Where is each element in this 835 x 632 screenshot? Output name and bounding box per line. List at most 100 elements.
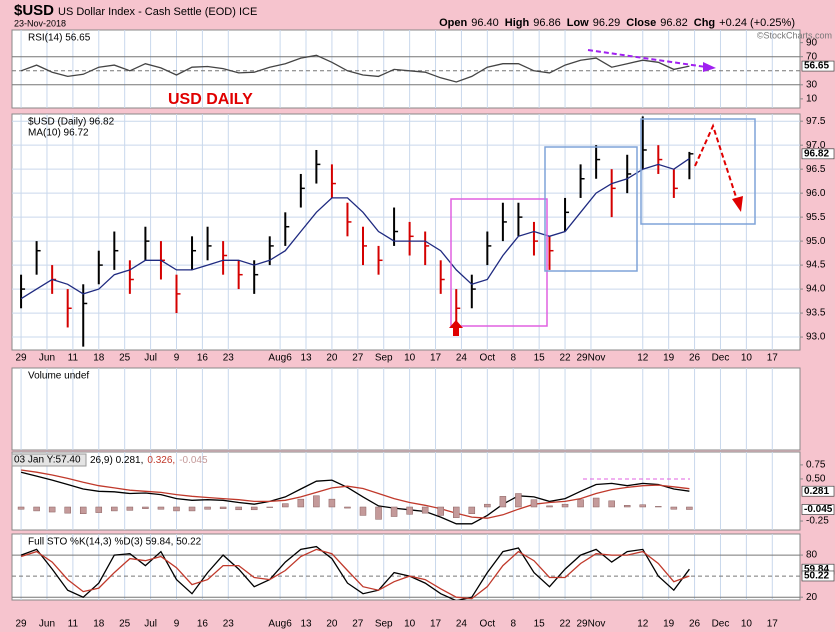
histogram-bar [515, 493, 522, 508]
histogram-bar [561, 503, 569, 508]
y-tick-label: 94.5 [806, 260, 826, 271]
histogram-bar [670, 506, 678, 510]
x-tick-label: 19 [663, 619, 675, 630]
x-tick-label: 18 [93, 353, 105, 364]
last-value-label: 0.281 [804, 486, 829, 497]
quote-label: Close [626, 17, 656, 29]
histogram-bar [79, 506, 87, 514]
x-tick-label: 23 [223, 619, 235, 630]
last-value-box [801, 485, 835, 497]
histogram-bar [313, 495, 320, 508]
x-tick-label: 8 [510, 353, 516, 364]
legend-entry: RSI(14) 56.65 [28, 33, 91, 44]
x-tick-label: Dec [712, 353, 730, 364]
x-tick-label: Aug6 [268, 353, 292, 364]
x-tick-label: 29Nov [577, 619, 606, 630]
x-tick-label: 11 [68, 619, 79, 630]
histogram-bar [142, 506, 149, 509]
histogram-bar [95, 506, 103, 513]
x-tick-label: 10 [741, 619, 753, 630]
histogram-bar [546, 505, 553, 508]
y-tick-label: 95.0 [806, 236, 826, 247]
last-value-box [801, 148, 835, 160]
histogram-bar [421, 506, 429, 514]
x-tick-label: 17 [430, 353, 442, 364]
quote-label: Chg [694, 17, 715, 29]
quote-value: 96.40 [471, 17, 499, 29]
symbol-name: US Dollar Index - Cash Settle (EOD) ICE [58, 6, 257, 18]
y-tick-label: 96.0 [806, 188, 826, 199]
x-tick-label: 19 [663, 353, 675, 364]
legend-entry: Volume undef [28, 371, 89, 382]
histogram-bar [530, 499, 538, 508]
histogram-bar [406, 506, 413, 515]
up-arrow [449, 320, 463, 336]
histogram-bar [592, 497, 600, 508]
series-group [20, 116, 694, 347]
last-value-label: 96.82 [804, 148, 829, 159]
histogram-bar [344, 506, 351, 509]
highlight-box [640, 118, 756, 225]
histogram-bar [499, 496, 507, 508]
histogram-bar [608, 500, 615, 508]
histogram-bar [173, 506, 180, 512]
x-tick-label: 26 [689, 619, 701, 630]
series-group [20, 545, 690, 600]
x-tick-label: Jun [39, 353, 55, 364]
last-value-box [801, 60, 835, 72]
x-tick-label: 17 [430, 619, 442, 630]
quote-label: Open [439, 17, 467, 29]
panels: 90 70 30 10 56.65 RSI(14) 56.65 97.5 97.0 96.5 96… [11, 29, 835, 630]
y-tick-label: 70 [806, 51, 818, 62]
x-tick-label: 10 [404, 353, 416, 364]
histogram-bar [111, 506, 118, 512]
tooltip-box [11, 453, 87, 467]
histogram-bar [686, 506, 693, 510]
y-tick-label: 93.5 [806, 308, 826, 319]
arrow-head [703, 62, 716, 72]
x-tick-label: 22 [559, 353, 571, 364]
x-tick-label: 27 [352, 619, 364, 630]
last-value-label: 56.65 [804, 61, 829, 72]
x-tick-label: 13 [300, 353, 312, 364]
quote-value: 96.86 [533, 17, 561, 29]
x-tick-label: 25 [119, 619, 131, 630]
histogram-bar [328, 498, 336, 508]
quote-value: +0.24 (+0.25%) [719, 17, 795, 29]
x-tick-label: 9 [174, 619, 180, 630]
x-tick-label: Jul [144, 619, 157, 630]
histogram-bar [359, 506, 367, 516]
legend-entry: 0.326, [147, 455, 175, 466]
symbol: $USD [14, 2, 54, 19]
y-tick-label: 95.5 [806, 212, 826, 223]
last-value-label: 59.84 [804, 564, 829, 575]
legend-entry: -0.045 [179, 455, 208, 466]
histogram-bar [188, 506, 196, 512]
histogram-bar [453, 506, 460, 518]
quote-label: High [505, 17, 530, 29]
panel [11, 367, 801, 451]
y-tick-label: 93.0 [806, 332, 826, 343]
legend-entry: 26,9) 0.281, [90, 455, 143, 466]
highlight-box [544, 146, 638, 272]
histogram-bar [468, 506, 476, 514]
series-group [20, 54, 690, 83]
quote: Open 96.40 High 96.86 Low 96.29 Close 96.82 Chg +… [439, 17, 795, 29]
histogram-bar [282, 503, 289, 508]
y-tick-label: 20 [806, 592, 818, 603]
line-series [20, 471, 690, 525]
histogram-bar [266, 506, 273, 508]
legend: 26,9) 0.281, 0.326, -0.045 [90, 455, 208, 466]
x-tick-label: Jun [39, 619, 55, 630]
x-tick-label: 29 [16, 353, 28, 364]
x-tick-label: 26 [689, 353, 701, 364]
histogram-bar [250, 506, 258, 511]
x-tick-label: 15 [534, 353, 546, 364]
x-tick-label: 29 [16, 619, 28, 630]
y-tick-label: 30 [806, 79, 818, 90]
x-tick-label: 8 [510, 619, 516, 630]
x-tick-label: 25 [119, 353, 131, 364]
x-tick-label: 16 [197, 619, 209, 630]
x-tick-label: 10 [404, 619, 416, 630]
